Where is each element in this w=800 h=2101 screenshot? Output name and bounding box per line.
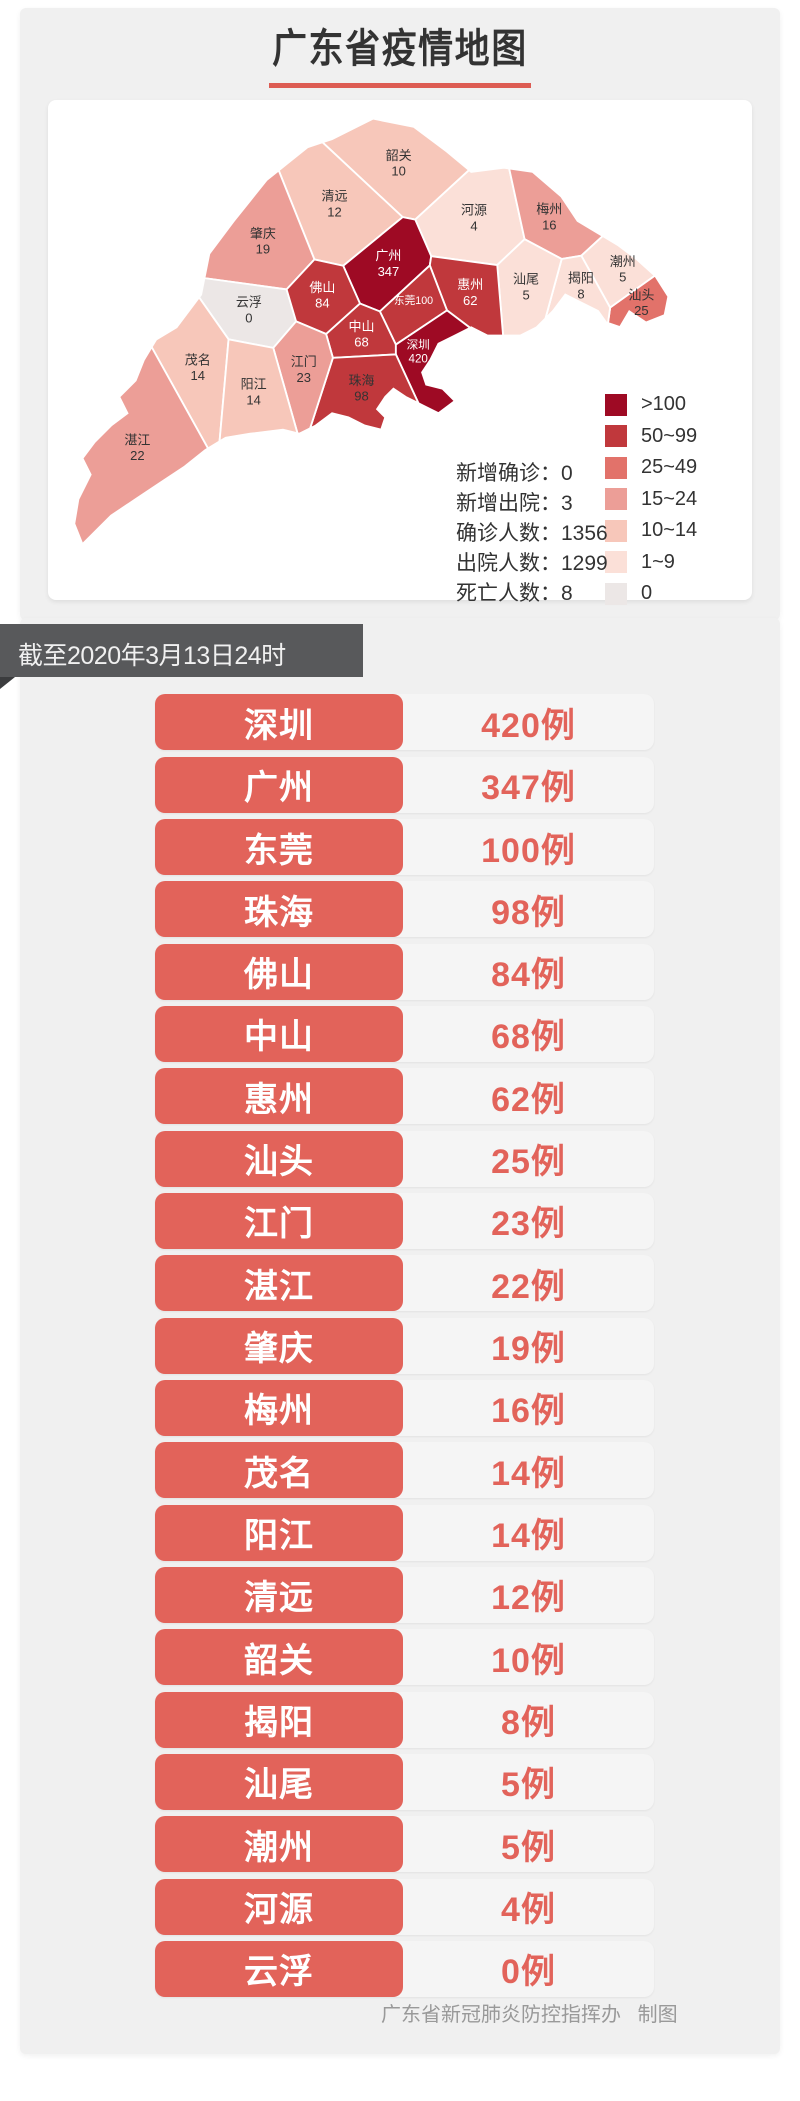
svg-text:25: 25 (634, 303, 648, 318)
svg-text:62: 62 (463, 293, 477, 308)
svg-text:23: 23 (297, 370, 311, 385)
svg-text:佛山: 佛山 (309, 280, 335, 295)
svg-text:中山: 中山 (348, 319, 374, 334)
svg-text:阳江: 阳江 (241, 377, 267, 392)
svg-text:梅州: 梅州 (536, 202, 562, 217)
svg-text:河源: 河源 (461, 203, 487, 218)
svg-text:珠海: 珠海 (348, 373, 374, 388)
svg-text:清远: 清远 (321, 189, 347, 204)
svg-text:韶关: 韶关 (386, 148, 412, 163)
svg-text:惠州: 惠州 (457, 277, 483, 292)
svg-text:420: 420 (409, 352, 428, 365)
svg-text:5: 5 (619, 270, 626, 285)
svg-text:84: 84 (315, 296, 329, 311)
svg-text:22: 22 (130, 448, 144, 463)
svg-text:98: 98 (354, 389, 368, 404)
svg-text:江门: 江门 (291, 354, 317, 369)
svg-text:19: 19 (256, 242, 270, 257)
svg-text:347: 347 (378, 264, 400, 279)
svg-text:肇庆: 肇庆 (250, 226, 276, 241)
svg-text:68: 68 (354, 335, 368, 350)
svg-text:揭阳: 揭阳 (568, 271, 594, 286)
svg-text:5: 5 (522, 287, 529, 302)
svg-text:0: 0 (245, 311, 252, 326)
svg-text:16: 16 (542, 218, 556, 233)
svg-text:广州: 广州 (375, 248, 401, 263)
svg-text:14: 14 (191, 368, 205, 383)
svg-text:湛江: 湛江 (124, 432, 150, 447)
svg-text:汕头: 汕头 (628, 287, 654, 302)
svg-text:8: 8 (577, 286, 584, 301)
svg-text:东莞100: 东莞100 (394, 294, 433, 307)
svg-text:4: 4 (470, 218, 477, 233)
svg-text:云浮: 云浮 (236, 295, 262, 310)
svg-text:14: 14 (246, 392, 260, 407)
svg-text:潮州: 潮州 (610, 254, 636, 269)
svg-text:茂名: 茂名 (185, 352, 211, 367)
svg-text:汕尾: 汕尾 (513, 271, 539, 286)
svg-text:12: 12 (327, 204, 341, 219)
svg-text:10: 10 (391, 164, 405, 179)
svg-text:深圳: 深圳 (407, 338, 430, 352)
